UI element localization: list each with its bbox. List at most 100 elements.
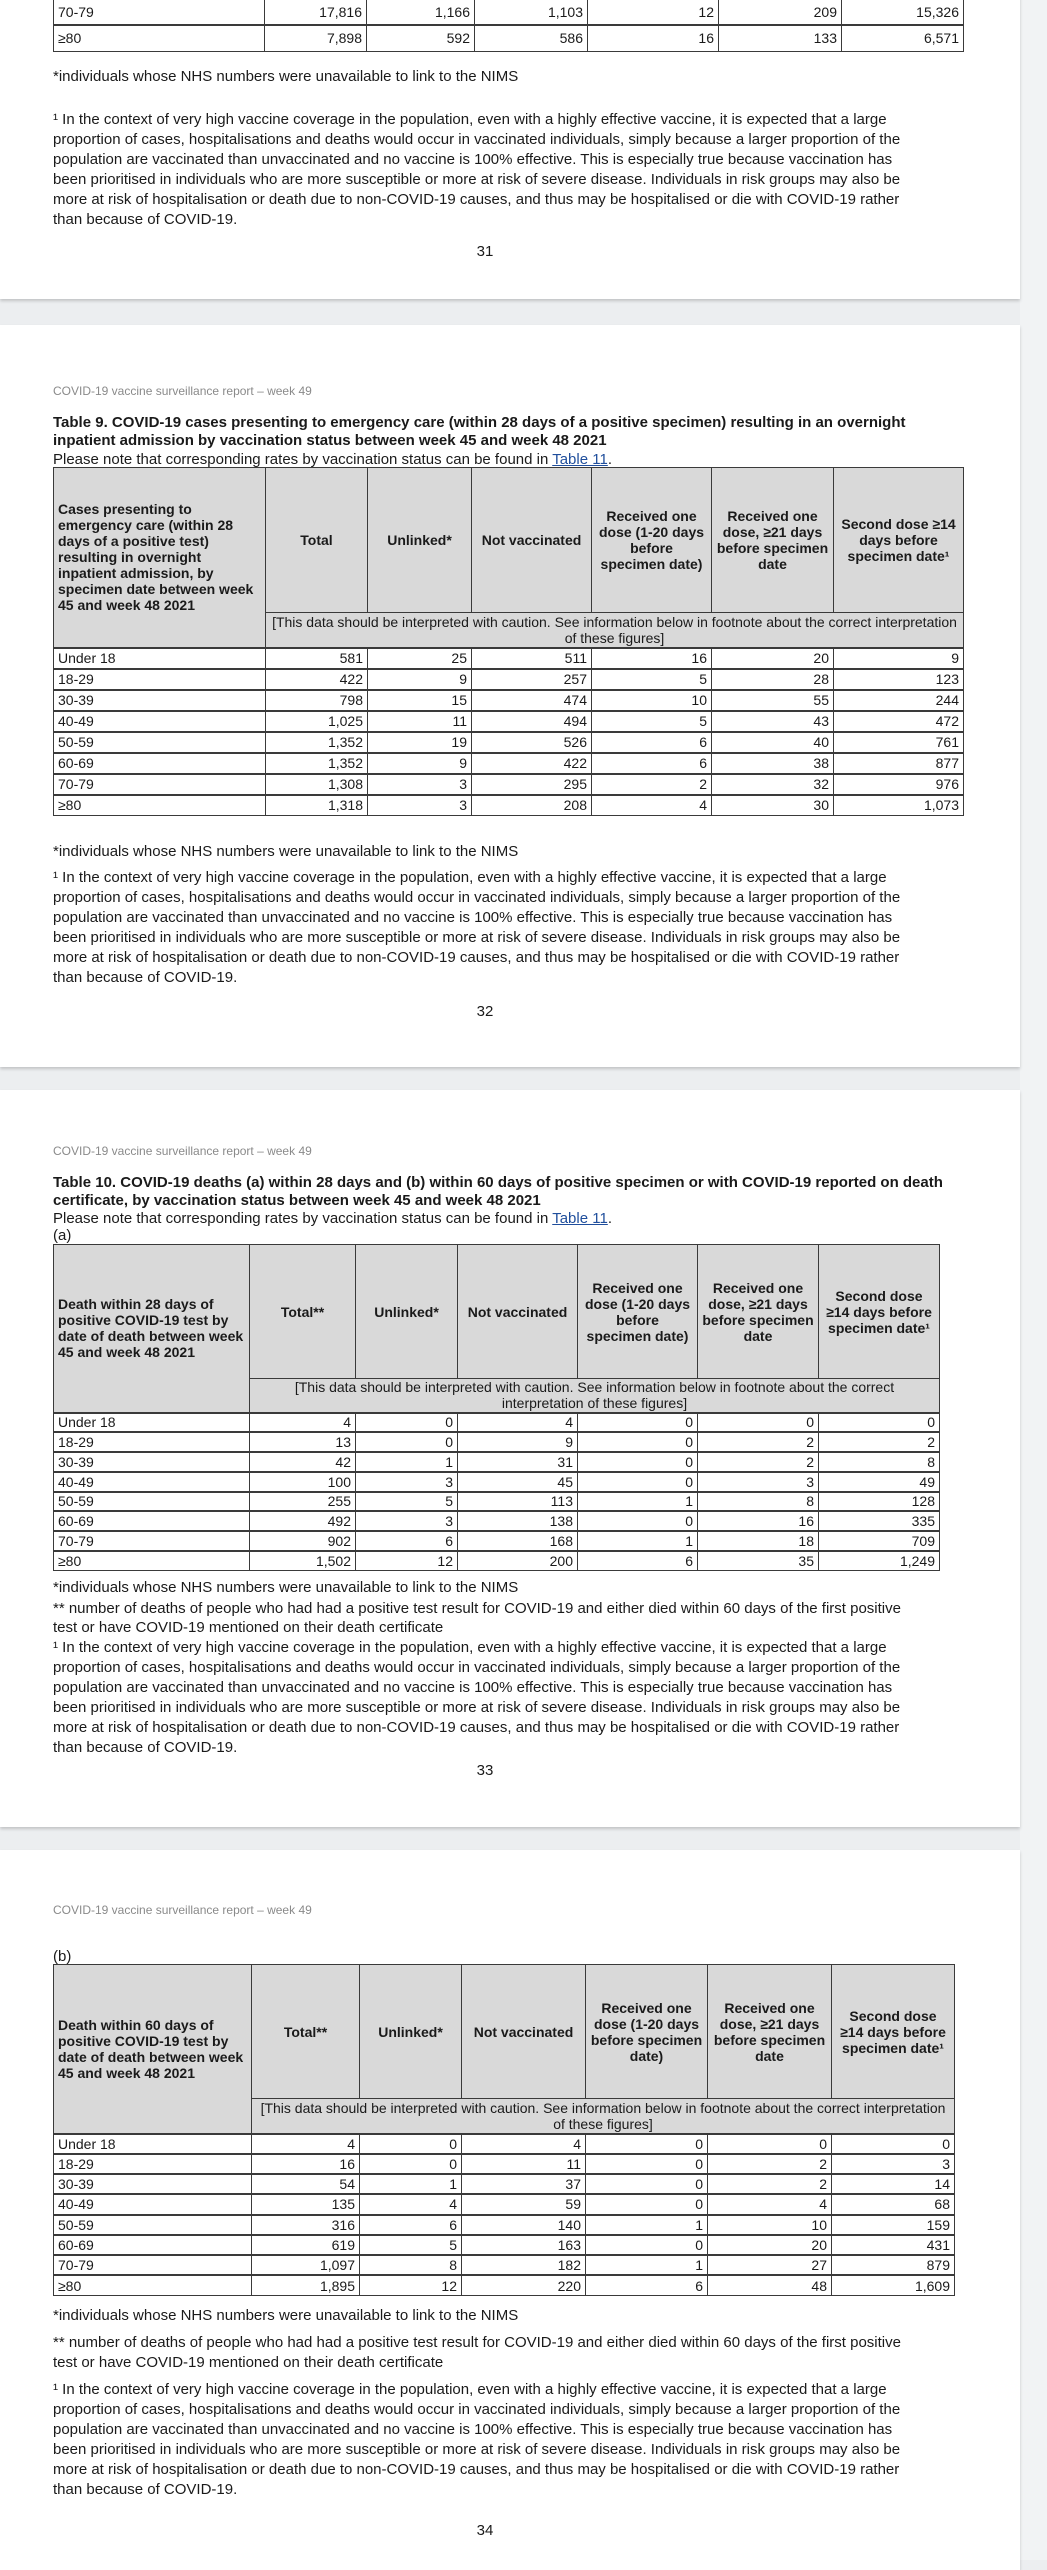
footnote-context: ¹ In the context of very high vaccine co… [53, 2381, 901, 2498]
caution-row: [This data should be interpreted with ca… [54, 612, 964, 648]
footnote-deaths-total: ** number of deaths of people who had ha… [53, 1600, 901, 1636]
table-11-link[interactable]: Table 11 [552, 451, 608, 468]
value-cell: 0 [577, 1470, 698, 1492]
value-cell: 586 [474, 24, 588, 52]
value-cell: 8 [818, 1451, 940, 1473]
value-cell: 123 [833, 667, 964, 690]
value-cell: 0 [707, 2132, 832, 2155]
value-cell: 5 [591, 709, 712, 732]
table-row: 40-49 135 4 59 0 4 68 [53, 2193, 955, 2216]
table-row: 60-69 492 3 138 0 16 335 [53, 1510, 940, 1532]
value-cell: 54 [251, 2172, 360, 2195]
age-group-cell: 40-49 [53, 1470, 250, 1492]
value-cell: 472 [833, 709, 964, 732]
value-cell: 9 [833, 646, 964, 669]
column-header: Not vaccinated [461, 1964, 586, 2099]
caution-note: [This data should be interpreted with ca… [265, 612, 964, 648]
value-cell: 220 [461, 2274, 586, 2297]
value-cell: 3 [355, 1510, 458, 1532]
page-31: 70-79 17,816 1,166 1,103 12 209 15,326 ≥80 7,898… [0, 0, 1020, 299]
table-row: 30-39 54 1 37 0 2 14 [53, 2172, 955, 2195]
running-header: COVID-19 vaccine surveillance report – w… [53, 1144, 312, 1158]
value-cell: 4 [457, 1411, 578, 1433]
value-cell: 128 [818, 1490, 940, 1512]
value-cell: 0 [585, 2132, 708, 2155]
value-cell: 40 [711, 730, 834, 753]
age-group-cell: Under 18 [53, 2132, 252, 2155]
column-header: Received one dose, ≥21 days before speci… [697, 1244, 819, 1379]
value-cell: 159 [831, 2213, 955, 2236]
value-cell: 37 [461, 2172, 586, 2195]
table-row: 30-39 798 15 474 10 55 244 [53, 688, 964, 711]
value-cell: 1,249 [818, 1549, 940, 1571]
value-cell: 14 [831, 2172, 955, 2195]
age-group-cell: 50-59 [53, 1490, 250, 1512]
value-cell: 6 [591, 730, 712, 753]
value-cell: 2 [707, 2172, 832, 2195]
value-cell: 12 [587, 0, 719, 26]
value-cell: 30 [711, 793, 834, 816]
value-cell: 25 [367, 646, 472, 669]
value-cell: 38 [711, 751, 834, 774]
value-cell: 200 [457, 1549, 578, 1571]
value-cell: 43 [711, 709, 834, 732]
value-cell: 0 [585, 2193, 708, 2216]
table-row: ≥80 1,318 3 208 4 30 1,073 [53, 793, 964, 816]
value-cell: 2 [818, 1431, 940, 1453]
column-header: Received one dose, ≥21 days before speci… [707, 1964, 832, 2099]
value-cell: 244 [833, 688, 964, 711]
caution-note: [This data should be interpreted with ca… [249, 1378, 940, 1413]
age-group-cell: 18-29 [53, 1431, 250, 1453]
age-group-cell: 50-59 [53, 730, 266, 753]
age-group-cell: 60-69 [53, 1510, 250, 1532]
value-cell: 0 [359, 2152, 462, 2175]
value-cell: 1 [577, 1490, 698, 1512]
value-cell: 12 [359, 2274, 462, 2297]
value-cell: 581 [265, 646, 368, 669]
value-cell: 135 [251, 2193, 360, 2216]
column-header: Unlinked* [367, 467, 472, 613]
value-cell: 0 [577, 1510, 698, 1532]
value-cell: 140 [461, 2213, 586, 2236]
table-row: 60-69 619 5 163 0 20 431 [53, 2233, 955, 2256]
value-cell: 6 [585, 2274, 708, 2297]
value-cell: 6 [591, 751, 712, 774]
value-cell: 1,025 [265, 709, 368, 732]
rates-note-text: Please note that corresponding rates by … [53, 451, 553, 468]
footnote-unlinked: *individuals whose NHS numbers were unav… [53, 2307, 519, 2324]
value-cell: 1,166 [366, 0, 475, 26]
page-number: 33 [476, 1762, 494, 1779]
value-cell: 474 [471, 688, 592, 711]
table-11-link[interactable]: Table 11 [552, 1210, 608, 1227]
value-cell: 295 [471, 772, 592, 795]
table-row: 18-29 16 0 11 0 2 3 [53, 2152, 955, 2175]
age-group-cell: 18-29 [53, 2152, 252, 2175]
page-number: 32 [476, 1003, 494, 1020]
age-group-cell: ≥80 [53, 1549, 250, 1571]
value-cell: 6 [359, 2213, 462, 2236]
value-cell: 1,318 [265, 793, 368, 816]
column-header: Received one dose (1-20 days before spec… [577, 1244, 698, 1379]
value-cell: 902 [249, 1530, 356, 1552]
running-header: COVID-19 vaccine surveillance report – w… [53, 1903, 312, 1917]
value-cell: 4 [359, 2193, 462, 2216]
table-row: 18-29 422 9 257 5 28 123 [53, 667, 964, 690]
footnote-context: ¹ In the context of very high vaccine co… [53, 869, 901, 986]
value-cell: 16 [251, 2152, 360, 2175]
value-cell: 877 [833, 751, 964, 774]
scrollbar-track[interactable] [1020, 0, 1047, 2560]
value-cell: 16 [587, 24, 719, 52]
page-number: 34 [476, 2522, 494, 2539]
value-cell: 113 [457, 1490, 578, 1512]
age-group-cell: 30-39 [53, 688, 266, 711]
value-cell: 526 [471, 730, 592, 753]
value-cell: 0 [355, 1411, 458, 1433]
value-cell: 0 [355, 1431, 458, 1453]
table-row: 18-29 13 0 9 0 2 2 [53, 1431, 940, 1453]
table-row: 70-79 902 6 168 1 18 709 [53, 1530, 940, 1552]
value-cell: 1,352 [265, 730, 368, 753]
table-row: 40-49 100 3 45 0 3 49 [53, 1470, 940, 1492]
value-cell: 3 [367, 772, 472, 795]
footnote-unlinked: *individuals whose NHS numbers were unav… [53, 843, 519, 860]
rates-note: Please note that corresponding rates by … [53, 451, 612, 469]
